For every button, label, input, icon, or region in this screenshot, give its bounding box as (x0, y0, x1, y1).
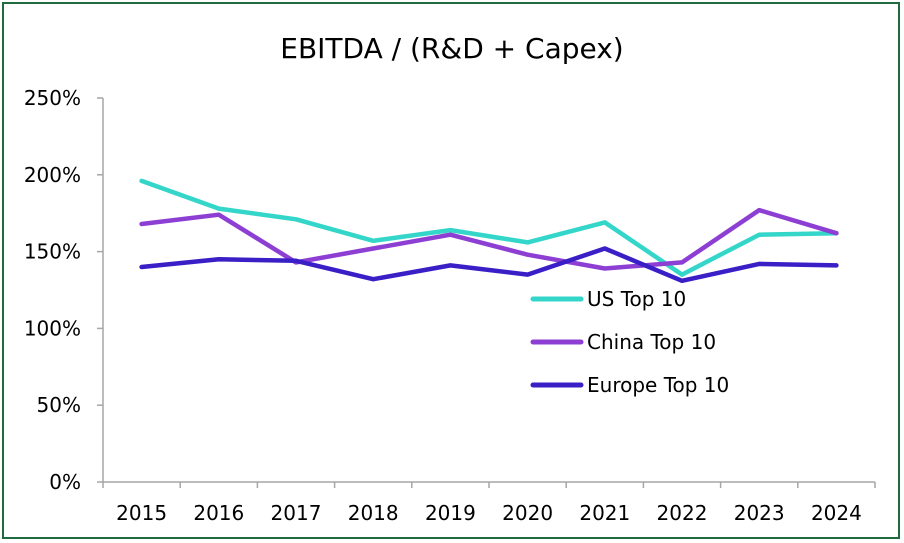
data-point-china-top-10 (139, 221, 144, 226)
data-point-china-top-10 (371, 246, 376, 251)
y-tick-label: 250% (24, 86, 81, 110)
legend-label: China Top 10 (587, 330, 716, 354)
series-line-china-top-10 (139, 207, 839, 271)
x-tick-label: 2015 (116, 501, 167, 525)
data-point-europe-top-10 (834, 263, 839, 268)
data-point-us-top-10 (602, 220, 607, 225)
data-point-europe-top-10 (757, 261, 762, 266)
y-tick-label: 100% (24, 316, 81, 340)
data-point-china-top-10 (448, 232, 453, 237)
data-point-us-top-10 (216, 206, 221, 211)
data-point-china-top-10 (525, 252, 530, 257)
data-point-europe-top-10 (294, 258, 298, 263)
data-point-us-top-10 (371, 238, 376, 243)
legend-label: US Top 10 (587, 287, 686, 311)
data-point-europe-top-10 (448, 263, 453, 268)
y-tick-label: 50% (37, 393, 81, 417)
chart-title: EBITDA / (R&D + Capex) (280, 32, 623, 65)
series-line-europe-top-10 (139, 246, 839, 284)
legend: US Top 10 China Top 10 Europe Top 10 (530, 287, 729, 397)
axes: 0% 50% 100% 150% 200% 250% 2015 2016 2017 2018 201… (24, 86, 876, 525)
data-point-europe-top-10 (371, 277, 376, 282)
legend-label: Europe Top 10 (587, 373, 729, 397)
data-point-europe-top-10 (680, 278, 684, 283)
x-tick-label: 2019 (425, 501, 476, 525)
data-point-us-top-10 (448, 228, 453, 233)
x-tick-label: 2023 (734, 501, 785, 525)
data-point-us-top-10 (680, 272, 684, 277)
data-point-us-top-10 (294, 217, 298, 222)
data-point-europe-top-10 (525, 272, 530, 277)
y-tick-label: 0% (49, 470, 81, 494)
x-tick-label: 2017 (271, 501, 322, 525)
data-point-us-top-10 (757, 232, 762, 237)
series-line-us-top-10 (139, 178, 839, 277)
x-tick-label: 2021 (579, 501, 630, 525)
data-point-china-top-10 (834, 231, 839, 236)
data-point-china-top-10 (216, 212, 221, 217)
y-tick-label: 200% (24, 163, 81, 187)
y-tick-label: 150% (24, 240, 81, 264)
data-point-china-top-10 (680, 260, 684, 265)
series-lines (139, 178, 839, 284)
data-point-us-top-10 (139, 178, 144, 183)
data-point-europe-top-10 (216, 257, 221, 262)
data-point-europe-top-10 (139, 264, 144, 269)
data-point-us-top-10 (525, 240, 530, 245)
x-tick-label: 2020 (502, 501, 553, 525)
x-tick-label: 2018 (348, 501, 399, 525)
data-point-europe-top-10 (602, 246, 607, 251)
x-tick-label: 2024 (811, 501, 862, 525)
data-point-china-top-10 (602, 266, 607, 271)
data-point-china-top-10 (757, 208, 762, 213)
x-tick-label: 2022 (657, 501, 708, 525)
x-tick-label: 2016 (193, 501, 244, 525)
